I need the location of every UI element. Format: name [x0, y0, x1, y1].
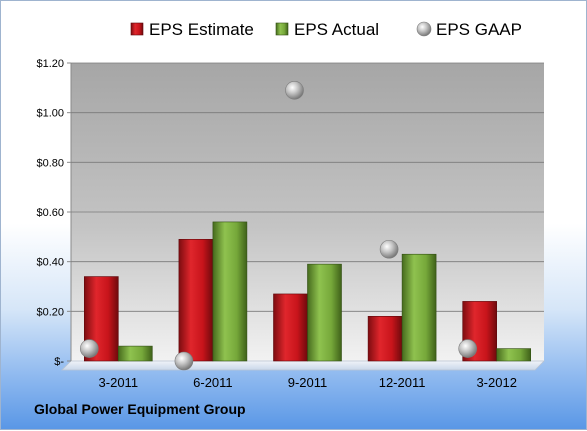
bar-eps-actual: [401, 253, 437, 362]
x-axis: 3-2011 6-2011 9-2011 12-2011 3-2012: [99, 375, 517, 390]
legend-label: EPS GAAP: [436, 20, 522, 39]
y-tick-label: $0.20: [36, 306, 64, 318]
bar-series: [84, 221, 532, 362]
legend-label: EPS Estimate: [149, 20, 254, 39]
y-tick-label: $-: [54, 356, 64, 368]
legend: EPS Estimate EPS Actual EPS GAAP: [130, 20, 522, 39]
gaap-point: [80, 339, 99, 358]
x-tick-label: 9-2011: [288, 375, 328, 390]
gaap-point: [458, 339, 478, 358]
x-tick-label: 12-2011: [379, 375, 426, 390]
bar-eps-actual: [212, 221, 248, 362]
legend-label: EPS Actual: [294, 20, 379, 39]
legend-swatch-eps-estimate: [130, 22, 144, 36]
bar-eps-estimate: [178, 239, 214, 362]
bar-eps-actual: [496, 348, 532, 362]
legend-swatch-eps-gaap: [416, 21, 432, 37]
plot-floor: [61, 360, 545, 371]
gaap-point: [379, 239, 399, 259]
y-tick-label: $0.80: [36, 157, 64, 169]
bar-eps-estimate: [367, 315, 403, 362]
bar-eps-actual: [118, 345, 153, 362]
y-tick-label: $0.60: [36, 207, 64, 219]
y-axis: $- $0.20 $0.40 $0.60 $0.80 $1.00 $1.20: [36, 58, 71, 368]
x-tick-label: 3-2012: [476, 375, 516, 390]
gaap-point: [174, 351, 194, 371]
y-tick-label: $1.20: [36, 58, 64, 70]
company-name: Global Power Equipment Group: [34, 401, 246, 417]
legend-swatch-eps-actual: [275, 22, 289, 36]
gaap-points: [80, 81, 478, 371]
gaap-point: [285, 81, 304, 100]
y-tick-label: $1.00: [36, 108, 64, 120]
x-tick-label: 6-2011: [193, 375, 233, 390]
bar-eps-estimate: [273, 293, 308, 362]
bar-eps-actual: [307, 263, 342, 362]
x-tick-label: 3-2011: [99, 375, 139, 390]
y-tick-label: $0.40: [36, 257, 64, 269]
